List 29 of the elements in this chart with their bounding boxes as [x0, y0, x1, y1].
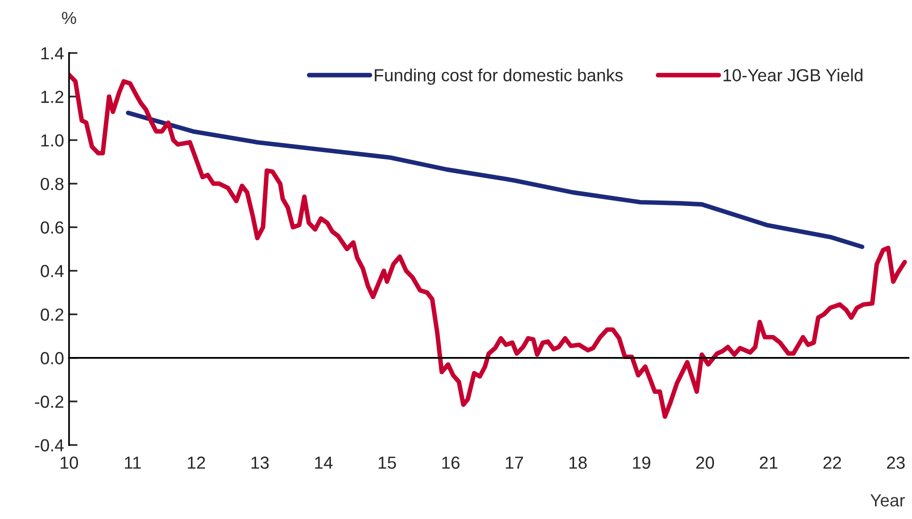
x-axis-title: Year	[870, 494, 905, 506]
y-tick-label: 0.4	[40, 264, 64, 278]
legend-label: Funding cost for domestic banks	[374, 68, 623, 85]
y-tick-label: 1.2	[41, 90, 64, 103]
legend-label: 10-Year JGB Yield	[724, 68, 862, 82]
y-tick-label: -0.4	[35, 439, 64, 452]
y-tick-label: 0.0	[40, 352, 64, 364]
x-tick-label: 15	[378, 456, 396, 469]
x-tick-label: 17	[506, 456, 524, 469]
x-tick-label: 12	[188, 456, 206, 469]
x-tick-label: 20	[696, 456, 714, 469]
x-tick-label: 11	[124, 456, 141, 469]
y-tick-label: -0.2	[35, 396, 64, 408]
x-tick-label: 22	[823, 456, 841, 469]
x-tick-label: 23	[887, 456, 905, 469]
y-tick-label: 0.6	[40, 221, 64, 234]
y-tick-label: 0.8	[40, 178, 64, 190]
line-series	[126, 110, 864, 250]
y-axis-title: %	[62, 12, 76, 24]
y-tick-label: 1.4	[41, 47, 64, 60]
x-tick-label: 14	[315, 456, 333, 469]
x-tick-label: 19	[633, 456, 650, 469]
y-tick-label: 1.0	[41, 134, 64, 147]
x-tick-label: 10	[60, 456, 78, 469]
x-tick-label: 13	[252, 456, 269, 469]
x-tick-label: 21	[760, 456, 778, 469]
x-tick-label: 16	[442, 456, 460, 469]
y-tick-label: 0.2	[40, 308, 64, 321]
x-tick-label: 18	[569, 456, 587, 469]
